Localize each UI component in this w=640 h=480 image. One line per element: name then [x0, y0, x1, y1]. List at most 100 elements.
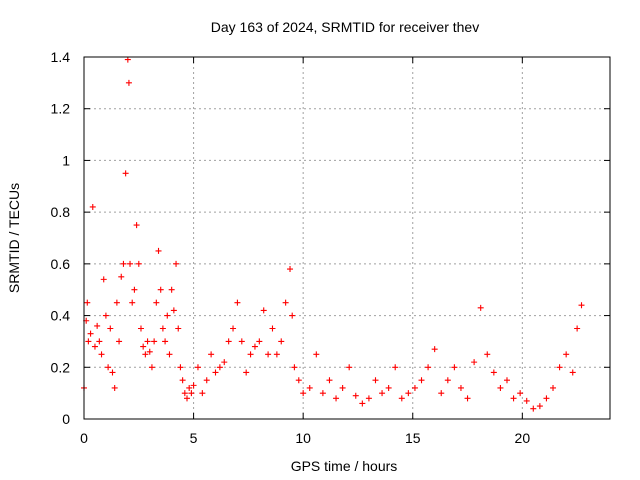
y-tick-label: 1: [62, 152, 70, 168]
data-point: [230, 325, 237, 332]
data-point: [574, 325, 581, 332]
data-point: [273, 351, 280, 358]
data-point: [208, 351, 215, 358]
data-point: [398, 395, 405, 402]
data-point: [243, 369, 250, 376]
data-point: [497, 384, 504, 391]
x-tick-label: 10: [295, 430, 311, 446]
data-point: [300, 390, 307, 397]
x-tick-label: 5: [190, 430, 198, 446]
data-point: [102, 312, 109, 319]
data-point: [137, 325, 144, 332]
x-tick-label: 15: [405, 430, 421, 446]
data-point: [89, 203, 96, 210]
y-tick-label: 0: [62, 411, 70, 427]
data-point: [109, 369, 116, 376]
data-point: [425, 364, 432, 371]
data-point: [333, 395, 340, 402]
data-point: [107, 325, 114, 332]
grid-layer: [84, 57, 610, 419]
data-point: [385, 384, 392, 391]
data-point: [184, 395, 191, 402]
data-point: [260, 307, 267, 314]
data-point: [372, 377, 379, 384]
data-point: [405, 390, 412, 397]
data-point: [510, 395, 517, 402]
data-point: [157, 286, 164, 293]
data-point: [118, 273, 125, 280]
data-point: [326, 377, 333, 384]
data-point: [451, 364, 458, 371]
data-point: [166, 351, 173, 358]
data-point: [116, 338, 123, 345]
data-point: [569, 369, 576, 376]
data-point: [146, 348, 153, 355]
data-point: [181, 390, 188, 397]
data-point: [164, 312, 171, 319]
data-point: [319, 390, 326, 397]
data-point: [221, 359, 228, 366]
y-tick-label: 0.2: [51, 359, 71, 375]
data-point: [484, 351, 491, 358]
data-point: [444, 377, 451, 384]
data-point: [269, 325, 276, 332]
data-point: [133, 222, 140, 229]
data-point: [159, 325, 166, 332]
data-point: [91, 343, 98, 350]
data-point: [151, 338, 158, 345]
chart-title: Day 163 of 2024, SRMTID for receiver the…: [211, 19, 479, 35]
data-point: [129, 299, 136, 306]
data-point: [105, 364, 112, 371]
data-point: [94, 322, 101, 329]
data-point: [225, 338, 232, 345]
data-point: [392, 364, 399, 371]
data-point: [142, 351, 149, 358]
data-point: [278, 338, 285, 345]
data-point: [238, 338, 245, 345]
plot-frame: [83, 56, 611, 420]
data-point: [306, 384, 313, 391]
data-point: [251, 343, 258, 350]
data-point: [265, 351, 272, 358]
data-point: [122, 170, 129, 177]
data-point: [295, 377, 302, 384]
data-point: [530, 405, 537, 412]
data-point: [287, 266, 294, 273]
data-point: [177, 364, 184, 371]
data-point: [190, 382, 197, 389]
data-point: [175, 325, 182, 332]
data-point: [490, 369, 497, 376]
tick-layer: 0 0.2 0.4 0.6 0.8 1 1.2 1.4 0 5 10 15 20: [51, 49, 610, 446]
data-point: [503, 377, 510, 384]
data-point: [148, 364, 155, 371]
data-point: [556, 364, 563, 371]
data-point: [379, 390, 386, 397]
data-points: [81, 56, 585, 412]
data-point: [550, 384, 557, 391]
data-point: [144, 338, 151, 345]
data-point: [179, 377, 186, 384]
data-point: [247, 351, 254, 358]
data-point: [256, 338, 263, 345]
data-point: [234, 299, 241, 306]
data-point: [162, 338, 169, 345]
data-point: [87, 330, 94, 337]
data-point: [365, 395, 372, 402]
y-tick-label: 1.2: [51, 101, 71, 117]
data-point: [346, 364, 353, 371]
data-point: [98, 351, 105, 358]
y-tick-label: 0.8: [51, 204, 71, 220]
data-point: [477, 304, 484, 311]
data-point: [411, 384, 418, 391]
data-point: [438, 390, 445, 397]
data-point: [153, 299, 160, 306]
data-point: [194, 364, 201, 371]
x-tick-label: 20: [515, 430, 531, 446]
y-tick-label: 1.4: [51, 49, 71, 65]
data-point: [125, 79, 132, 86]
data-point: [168, 286, 175, 293]
data-point: [186, 384, 193, 391]
data-point: [523, 397, 530, 404]
data-point: [100, 276, 107, 283]
